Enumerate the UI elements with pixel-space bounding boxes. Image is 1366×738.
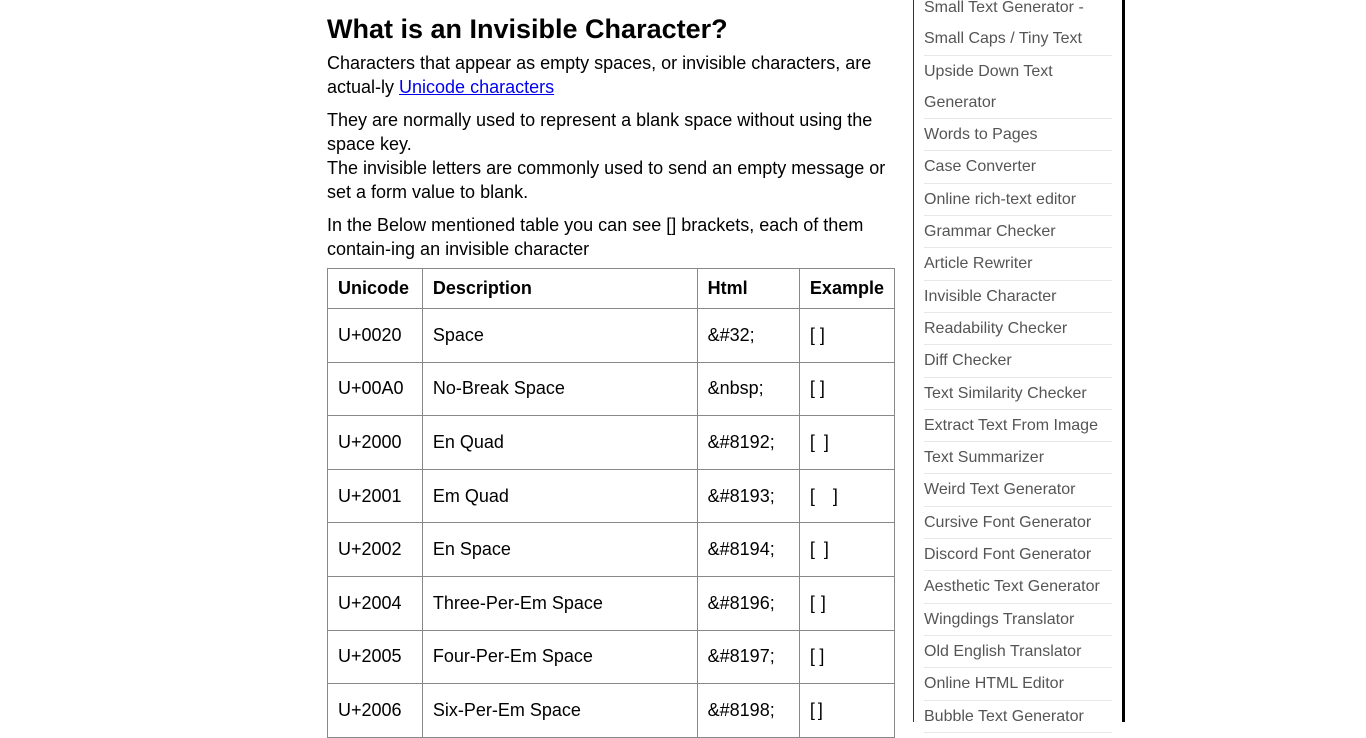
sidebar-link-label: Generator xyxy=(924,93,997,111)
unicode-cell: U+2006 xyxy=(327,683,423,738)
example-cell: [ ] xyxy=(798,361,896,417)
sidebar-link-label: Small Text Generator - xyxy=(924,0,1084,16)
article: What is an Invisible Character? Characte… xyxy=(327,14,907,738)
sidebar-link-label: Upside Down Text xyxy=(924,62,1053,80)
html-cell: &#8198; xyxy=(696,683,800,738)
intro-paragraph: Characters that appear as empty spaces, … xyxy=(327,53,872,97)
sidebar-link[interactable]: Cursive Font Generator xyxy=(924,507,1112,540)
sidebar-link-label: Cursive Font Generator xyxy=(924,513,1092,531)
sidebar-link[interactable]: Diff Checker xyxy=(924,345,1112,378)
sidebar-link[interactable]: Upside Down Text Generator xyxy=(924,56,1112,120)
sidebar-link[interactable]: Old English Translator xyxy=(924,636,1112,669)
description-cell: En Quad xyxy=(421,415,698,470)
sidebar-link[interactable]: Text Similarity Checker xyxy=(924,378,1112,410)
sidebar-link[interactable]: Weird Text Generator xyxy=(924,474,1112,507)
unicode-characters-link[interactable]: Unicode characters xyxy=(399,77,555,97)
description-cell: No-Break Space xyxy=(421,361,698,417)
sidebar-link-label: Extract Text From Image xyxy=(924,416,1098,434)
html-cell: &#8192; xyxy=(696,415,800,470)
description-cell: Six-Per-Em Space xyxy=(421,683,698,738)
sidebar-link-label: Article Rewriter xyxy=(924,255,1033,273)
html-cell: &#8196; xyxy=(696,575,800,631)
sidebar-link-label: Case Converter xyxy=(924,158,1037,176)
html-cell: &#32; xyxy=(696,308,800,363)
table-row: U+00A0 No-Break Space &nbsp;[ ] xyxy=(327,361,896,417)
description-cell: Em Quad xyxy=(421,468,698,524)
sidebar-link[interactable]: Discord Font Generator xyxy=(924,539,1112,572)
sidebar-link[interactable]: Aesthetic Text Generator xyxy=(924,571,1112,604)
column-header: Html xyxy=(696,268,800,309)
example-cell: [ ] xyxy=(798,468,896,524)
unicode-cell: U+2005 xyxy=(327,629,423,685)
example-cell: [ ] xyxy=(798,522,896,577)
page-title: What is an Invisible Character? xyxy=(327,14,728,44)
sidebar-link-label: Bubble Text Generator xyxy=(924,707,1084,725)
sidebar-tools-menu: Small Text Generator - Small Caps / Tiny … xyxy=(913,0,1125,733)
example-cell: [ ] xyxy=(798,629,896,685)
table-row: U+2000 En Quad &#8192;[ ] xyxy=(327,415,896,470)
column-header: Unicode xyxy=(327,268,423,309)
table-row: U+2001 Em Quad &#8193;[ ] xyxy=(327,468,896,524)
table-intro-paragraph: In the Below mentioned table you can see… xyxy=(327,215,864,259)
sidebar-link-label: Text Similarity Checker xyxy=(924,384,1087,402)
html-cell: &#8193; xyxy=(696,468,800,524)
unicode-cell: U+2004 xyxy=(327,575,423,631)
example-cell: [ ] xyxy=(798,683,896,738)
table-row: U+0020 Space &#32;[ ] xyxy=(327,308,896,363)
invisible-characters-table: Unicode Description Html Example U+0020 Spac… xyxy=(327,268,896,738)
usage-paragraph: They are normally used to represent a bl… xyxy=(327,110,886,202)
unicode-cell: U+0020 xyxy=(327,308,423,363)
sidebar-link[interactable]: Text Summarizer xyxy=(924,442,1112,475)
description-cell: Four-Per-Em Space xyxy=(421,629,698,685)
html-cell: &#8197; xyxy=(696,629,800,685)
unicode-cell: U+2000 xyxy=(327,415,423,470)
sidebar-link-label: Online rich-text editor xyxy=(924,190,1077,208)
html-cell: &#8194; xyxy=(696,522,800,577)
unicode-cell: U+2001 xyxy=(327,468,423,524)
sidebar-link-label: Aesthetic Text Generator xyxy=(924,578,1100,596)
column-header: Example xyxy=(798,268,896,309)
sidebar-link-label: Wingdings Translator xyxy=(924,610,1075,628)
sidebar-link[interactable]: Bubble Text Generator xyxy=(924,701,1112,733)
sidebar-link-label: Small Caps / Tiny Text xyxy=(924,30,1082,48)
table-row: U+2004 Three-Per-Em Space &#8196;[ ] xyxy=(327,575,896,631)
sidebar-link-label: Text Summarizer xyxy=(924,449,1045,467)
example-cell: [ ] xyxy=(798,308,896,363)
sidebar-link[interactable]: Words to Pages xyxy=(924,119,1112,152)
sidebar-link[interactable]: Extract Text From Image xyxy=(924,410,1112,443)
table-row: U+2006 Six-Per-Em Space &#8198;[ ] xyxy=(327,683,896,738)
sidebar-link[interactable]: Article Rewriter xyxy=(924,248,1112,281)
sidebar-link[interactable]: Readability Checker xyxy=(924,313,1112,346)
sidebar-link[interactable]: Small Text Generator - Small Caps / Tiny … xyxy=(924,0,1112,56)
description-cell: En Space xyxy=(421,522,698,577)
sidebar-link[interactable]: Case Converter xyxy=(924,151,1112,184)
html-cell: &nbsp; xyxy=(696,361,800,417)
table-row: U+2002 En Space &#8194;[ ] xyxy=(327,522,896,577)
sidebar-link-label: Discord Font Generator xyxy=(924,546,1092,564)
example-cell: [ ] xyxy=(798,575,896,631)
sidebar-link[interactable]: Online rich-text editor xyxy=(924,184,1112,217)
sidebar-link-label: Diff Checker xyxy=(924,352,1012,370)
sidebar-link-label: Grammar Checker xyxy=(924,223,1056,241)
description-cell: Three-Per-Em Space xyxy=(421,575,698,631)
sidebar-link[interactable]: Online HTML Editor xyxy=(924,668,1112,701)
description-cell: Space xyxy=(421,308,698,363)
sidebar-link[interactable]: Grammar Checker xyxy=(924,216,1112,249)
sidebar-link-label: Weird Text Generator xyxy=(924,481,1076,499)
unicode-cell: U+00A0 xyxy=(327,361,423,417)
sidebar-link-label: Online HTML Editor xyxy=(924,675,1064,693)
table-row: U+2005 Four-Per-Em Space &#8197;[ ] xyxy=(327,629,896,685)
sidebar-link-label: Words to Pages xyxy=(924,126,1038,144)
example-cell: [ ] xyxy=(798,415,896,470)
unicode-cell: U+2002 xyxy=(327,522,423,577)
sidebar-link-label: Old English Translator xyxy=(924,642,1082,660)
sidebar-link-label: Invisible Character xyxy=(924,287,1057,305)
sidebar-link[interactable]: Wingdings Translator xyxy=(924,604,1112,636)
sidebar-link-label: Readability Checker xyxy=(924,319,1068,337)
sidebar-link[interactable]: Invisible Character xyxy=(924,281,1112,313)
column-header: Description xyxy=(421,268,698,309)
